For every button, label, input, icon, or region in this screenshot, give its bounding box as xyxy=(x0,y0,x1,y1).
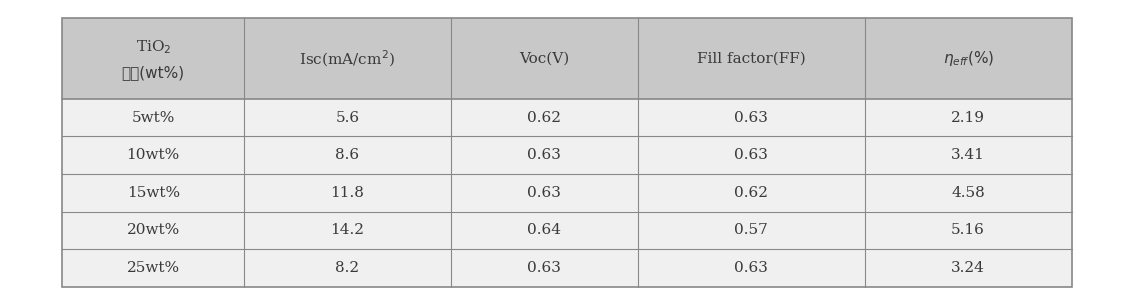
Text: 25wt%: 25wt% xyxy=(127,261,180,275)
Bar xyxy=(637,18,865,99)
Text: 5.16: 5.16 xyxy=(951,223,985,237)
Text: 5wt%: 5wt% xyxy=(132,111,175,125)
Text: 0.57: 0.57 xyxy=(735,223,768,237)
Bar xyxy=(637,249,865,287)
Bar xyxy=(865,18,1072,99)
Bar xyxy=(451,18,637,99)
Bar xyxy=(244,18,451,99)
Bar xyxy=(451,249,637,287)
Text: 3.41: 3.41 xyxy=(951,148,985,162)
Bar xyxy=(451,174,637,212)
Text: 3.24: 3.24 xyxy=(951,261,985,275)
Bar xyxy=(244,174,451,212)
Text: $\mathit{\eta}_{eff}$(%): $\mathit{\eta}_{eff}$(%) xyxy=(942,49,993,68)
Bar xyxy=(62,249,244,287)
Text: Voc(V): Voc(V) xyxy=(519,52,569,66)
Bar xyxy=(865,212,1072,249)
Text: 0.63: 0.63 xyxy=(734,148,768,162)
Text: 0.63: 0.63 xyxy=(527,261,561,275)
Bar xyxy=(451,212,637,249)
Bar xyxy=(244,212,451,249)
Bar xyxy=(637,136,865,174)
Bar xyxy=(865,249,1072,287)
Bar xyxy=(62,136,244,174)
Text: 10wt%: 10wt% xyxy=(127,148,180,162)
Bar xyxy=(62,174,244,212)
Text: 5.6: 5.6 xyxy=(336,111,359,125)
Text: 함량(wt%): 함량(wt%) xyxy=(121,66,185,81)
Bar xyxy=(244,99,451,136)
Bar xyxy=(637,99,865,136)
Bar xyxy=(865,174,1072,212)
Text: 0.63: 0.63 xyxy=(734,111,768,125)
Text: 0.63: 0.63 xyxy=(527,186,561,200)
Text: 11.8: 11.8 xyxy=(330,186,364,200)
Text: 0.64: 0.64 xyxy=(527,223,561,237)
Bar xyxy=(62,18,1072,287)
Text: 4.58: 4.58 xyxy=(951,186,985,200)
Bar xyxy=(451,99,637,136)
Text: Fill factor(FF): Fill factor(FF) xyxy=(696,52,805,66)
Text: 8.2: 8.2 xyxy=(336,261,359,275)
Text: 2.19: 2.19 xyxy=(951,111,985,125)
Bar xyxy=(244,136,451,174)
Text: 15wt%: 15wt% xyxy=(127,186,180,200)
Bar xyxy=(637,174,865,212)
Text: TiO$_2$: TiO$_2$ xyxy=(136,38,171,56)
Bar xyxy=(637,212,865,249)
Text: 0.63: 0.63 xyxy=(527,148,561,162)
Text: 0.63: 0.63 xyxy=(734,261,768,275)
Bar xyxy=(451,136,637,174)
Text: 8.6: 8.6 xyxy=(336,148,359,162)
Text: 0.62: 0.62 xyxy=(734,186,768,200)
Bar xyxy=(62,18,244,99)
Text: Isc(mA/cm$^2$): Isc(mA/cm$^2$) xyxy=(299,48,396,69)
Text: 20wt%: 20wt% xyxy=(127,223,180,237)
Bar xyxy=(62,212,244,249)
Bar xyxy=(865,136,1072,174)
Text: 14.2: 14.2 xyxy=(330,223,364,237)
Bar xyxy=(62,99,244,136)
Text: 0.62: 0.62 xyxy=(527,111,561,125)
Bar xyxy=(244,249,451,287)
Bar xyxy=(865,99,1072,136)
